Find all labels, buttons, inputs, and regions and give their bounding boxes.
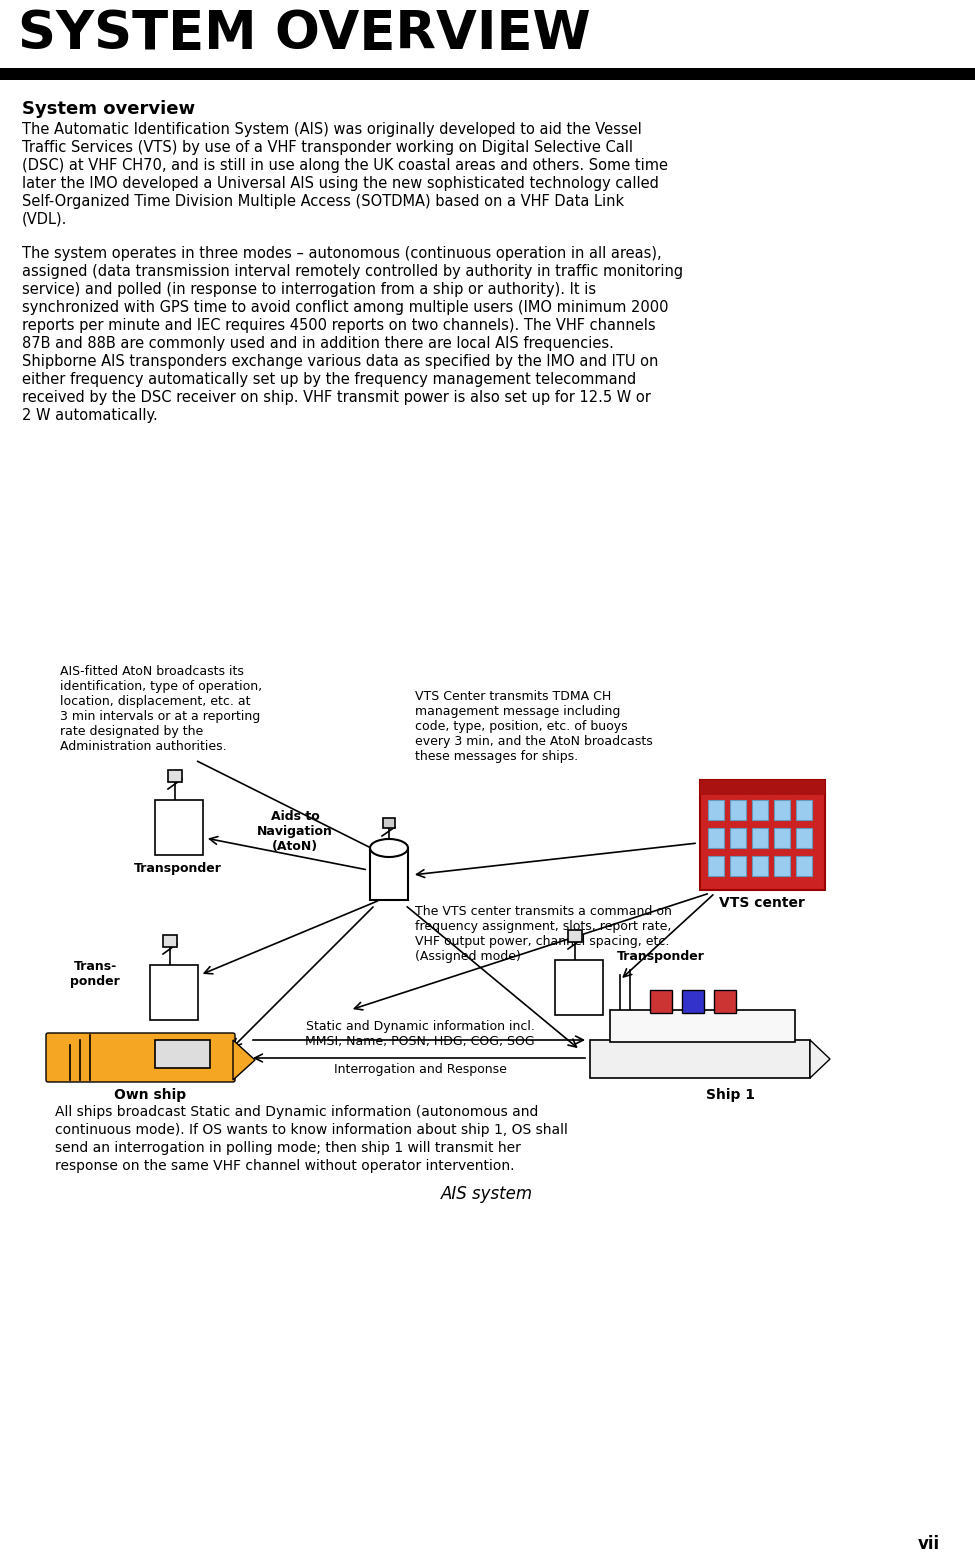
Text: Transponder: Transponder	[135, 862, 222, 874]
Polygon shape	[810, 1041, 830, 1078]
Text: response on the same VHF channel without operator intervention.: response on the same VHF channel without…	[55, 1159, 515, 1173]
Bar	[568, 930, 582, 943]
Bar	[774, 800, 790, 820]
Text: later the IMO developed a Universal AIS using the new sophisticated technology c: later the IMO developed a Universal AIS …	[22, 175, 659, 191]
Text: The VTS center transmits a command on
frequency assignment, slots, report rate,
: The VTS center transmits a command on fr…	[415, 905, 672, 963]
Bar	[700, 780, 825, 795]
Bar	[383, 818, 395, 828]
Text: Shipborne AIS transponders exchange various data as specified by the IMO and ITU: Shipborne AIS transponders exchange vari…	[22, 354, 658, 370]
Bar	[774, 828, 790, 848]
Text: Traffic Services (VTS) by use of a VHF transponder working on Digital Selective : Traffic Services (VTS) by use of a VHF t…	[22, 140, 633, 155]
Polygon shape	[233, 1041, 255, 1079]
Text: Self-Organized Time Division Multiple Access (SOTDMA) based on a VHF Data Link: Self-Organized Time Division Multiple Ac…	[22, 194, 624, 210]
Text: Static and Dynamic information incl.
MMSI, Name, POSN, HDG, COG, SOG: Static and Dynamic information incl. MMS…	[305, 1020, 535, 1048]
Bar	[774, 856, 790, 876]
Text: AIS-fitted AtoN broadcasts its
identification, type of operation,
location, disp: AIS-fitted AtoN broadcasts its identific…	[60, 665, 262, 753]
Text: All ships broadcast Static and Dynamic information (autonomous and: All ships broadcast Static and Dynamic i…	[55, 1106, 538, 1120]
Text: reports per minute and IEC requires 4500 reports on two channels). The VHF chann: reports per minute and IEC requires 4500…	[22, 318, 655, 332]
Bar	[714, 989, 736, 1013]
Bar	[150, 964, 198, 1020]
Bar	[370, 848, 408, 901]
Bar	[0, 68, 975, 81]
Text: vii: vii	[917, 1534, 940, 1553]
Bar	[590, 1041, 810, 1078]
Text: Own ship: Own ship	[114, 1089, 186, 1103]
Bar	[163, 935, 177, 947]
Text: received by the DSC receiver on ship. VHF transmit power is also set up for 12.5: received by the DSC receiver on ship. VH…	[22, 390, 651, 405]
Text: Aids to
Navigation
(AtoN): Aids to Navigation (AtoN)	[257, 811, 332, 853]
Text: either frequency automatically set up by the frequency management telecommand: either frequency automatically set up by…	[22, 373, 637, 387]
Text: SYSTEM OVERVIEW: SYSTEM OVERVIEW	[18, 8, 591, 61]
Bar	[708, 856, 724, 876]
Bar	[730, 856, 746, 876]
Text: (DSC) at VHF CH70, and is still in use along the UK coastal areas and others. So: (DSC) at VHF CH70, and is still in use a…	[22, 158, 668, 172]
Text: The Automatic Identification System (AIS) was originally developed to aid the Ve: The Automatic Identification System (AIS…	[22, 123, 642, 137]
Text: Ship 1: Ship 1	[706, 1089, 755, 1103]
Text: Trans-
ponder: Trans- ponder	[70, 960, 120, 988]
Bar	[708, 828, 724, 848]
Text: assigned (data transmission interval remotely controlled by authority in traffic: assigned (data transmission interval rem…	[22, 264, 683, 280]
Text: 87B and 88B are commonly used and in addition there are local AIS frequencies.: 87B and 88B are commonly used and in add…	[22, 335, 614, 351]
Text: VTS Center transmits TDMA CH
management message including
code, type, position, : VTS Center transmits TDMA CH management …	[415, 690, 652, 763]
Bar	[155, 800, 203, 856]
Text: synchronized with GPS time to avoid conflict among multiple users (IMO minimum 2: synchronized with GPS time to avoid conf…	[22, 300, 669, 315]
Bar	[155, 1041, 210, 1068]
Bar	[555, 960, 603, 1016]
Text: System overview: System overview	[22, 99, 195, 118]
Bar	[752, 800, 768, 820]
Text: continuous mode). If OS wants to know information about ship 1, OS shall: continuous mode). If OS wants to know in…	[55, 1123, 567, 1137]
Bar	[796, 828, 812, 848]
Bar	[796, 800, 812, 820]
Text: AIS system: AIS system	[441, 1185, 533, 1204]
Bar	[708, 800, 724, 820]
Text: (VDL).: (VDL).	[22, 213, 67, 227]
Text: Transponder: Transponder	[617, 950, 705, 963]
Bar	[752, 856, 768, 876]
Text: The system operates in three modes – autonomous (continuous operation in all are: The system operates in three modes – aut…	[22, 245, 662, 261]
Ellipse shape	[370, 839, 408, 857]
Bar	[682, 989, 704, 1013]
Bar	[700, 780, 825, 890]
Bar	[168, 770, 182, 783]
Text: send an interrogation in polling mode; then ship 1 will transmit her: send an interrogation in polling mode; t…	[55, 1141, 521, 1155]
Text: 2 W automatically.: 2 W automatically.	[22, 408, 158, 422]
Bar	[730, 828, 746, 848]
Text: Interrogation and Response: Interrogation and Response	[333, 1062, 506, 1076]
Bar	[730, 800, 746, 820]
Bar	[650, 989, 672, 1013]
FancyBboxPatch shape	[46, 1033, 235, 1082]
Text: service) and polled (in response to interrogation from a ship or authority). It : service) and polled (in response to inte…	[22, 283, 596, 297]
Bar	[610, 1009, 795, 1042]
Bar	[752, 828, 768, 848]
Text: VTS center: VTS center	[720, 896, 805, 910]
Bar	[796, 856, 812, 876]
